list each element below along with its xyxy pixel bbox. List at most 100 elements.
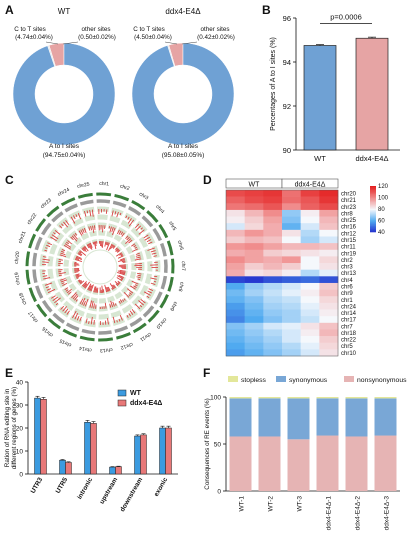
heatmap-cell-23-5 [319,342,339,350]
circos-ring-2-12 [98,321,111,328]
circos-spike-22-3-1 [74,232,78,236]
circos-ring-5-3 [120,239,129,248]
heatmap-cell-17-2 [263,302,283,310]
circos-ring-5-1 [106,231,115,239]
panel-letter-e: E [5,366,14,380]
circos-spike-17-1-2 [76,274,82,278]
circos-spike-24-1-0 [86,210,89,214]
f-xtick-label-3: ddx4-E4Δ-1 [326,496,333,531]
circos-ring-2-14 [69,314,83,325]
heatmap-cell-6-1 [244,229,264,237]
circos-spike-8-2-0 [143,291,151,296]
e-bar-3-1 [115,466,122,475]
f-ytick-label-1: 50 [214,442,222,449]
heatmap-cell-12-2 [263,269,283,277]
heatmap-cell-18-3 [282,309,301,317]
circos-ring-3-9 [131,295,143,307]
panel-letter-b: B [262,3,271,17]
heatmap-cell-13-2 [263,276,283,284]
heatmap-cell-1-1 [244,196,264,204]
circos-spike-18-1-1 [58,272,66,275]
circos-spike-17-0-1 [62,282,68,287]
circos-spike-1-0-2 [104,241,107,247]
circos-spike-23-0-2 [86,244,90,249]
circos-ring-1-0 [96,199,111,204]
circos-spike-0-3-0 [105,209,108,214]
heatmap-cell-9-4 [300,249,320,257]
colorbar-step-6 [370,192,376,195]
e-bar-0-0 [34,397,41,475]
circos-spike-14-3-2 [87,283,92,291]
f-bar-2-0 [287,439,310,491]
circos-ring-0-7 [167,276,174,292]
circos-spike-22-0-1 [70,236,74,241]
heatmap-cell-2-2 [263,203,283,211]
heatmap-cell-4-5 [319,216,339,224]
e-legend-swatch-0 [117,389,127,397]
e-xtick-label-5: exonic [153,476,170,498]
circos-ring-5-7 [129,271,137,280]
circos-spike-10-3-0 [126,314,129,318]
circos-spike-11-0-2 [107,286,111,292]
heatmap-cell-22-3 [282,336,301,344]
colorbar-label-4: 40 [378,230,385,236]
circos-ring-1-8 [153,291,163,305]
circos-spike-9-2-1 [128,294,131,297]
f-bar-4-1 [345,398,368,437]
circos-ring-1-9 [142,305,155,318]
heatmap-cell-8-0 [226,243,245,251]
heatmap-row-label-10: chr2 [341,258,353,264]
circos-spike-20-2-1 [60,250,65,253]
circos-ring-6-22 [79,243,87,251]
heatmap-row-label-19: chr17 [341,318,357,324]
circos-spike-22-0-0 [59,225,63,229]
f-bar-1-0 [258,436,281,491]
circos-ring-2-7 [152,274,160,288]
f-legend-label-2: nonsynonymous [357,377,407,384]
heatmap-cell-13-5 [319,276,339,284]
circos-spike-14-0-0 [79,316,82,322]
circos-spike-1-3-1 [112,227,116,236]
heatmap-cell-8-1 [244,243,264,251]
circos-ring-5-21 [68,243,77,252]
circos-spike-24-3-1 [93,225,96,231]
circos-spike-15-0-1 [75,299,78,302]
f-ytick-label-0: 0 [217,489,221,496]
circos-spike-9-0-0 [140,298,146,304]
circos-spike-17-3-2 [75,273,80,276]
circos-spike-23-1-1 [80,229,84,235]
circos-spike-19-3-1 [58,258,64,261]
circos-ring-1-7 [160,275,168,290]
circos-spike-20-0-2 [74,259,83,262]
heatmap-cell-12-4 [300,269,320,277]
circos-spike-13-2-0 [88,321,90,324]
heatmap-cell-23-0 [226,342,245,350]
heatmap-cell-10-5 [319,256,339,264]
heatmap-cell-12-5 [319,269,339,277]
circos-ring-3-15 [63,300,75,311]
pie-leader-ct-1 [164,41,178,45]
heatmap-cell-10-1 [244,256,264,264]
panel-letter-c: C [5,173,14,187]
circos-spike-21-1-2 [78,252,83,256]
circos-ring-1-13 [81,328,96,335]
circos-ring-3-24 [84,214,96,222]
circos-spike-10-1-0 [129,310,134,316]
circos-spike-17-3-0 [44,282,53,286]
panel-letter-a: A [5,3,14,17]
f-bar-4-2 [345,397,368,399]
circos-spike-15-2-1 [72,293,78,300]
heatmap-cell-23-1 [244,342,264,350]
circos-ring-2-21 [47,227,59,240]
colorbar-label-3: 60 [378,219,385,225]
circos-spike-14-1-2 [89,285,93,292]
circos-spike-13-0-2 [96,287,99,293]
circos-ring-5-10 [114,291,123,300]
heatmap-cell-21-1 [244,329,264,337]
circos-spike-13-3-0 [85,318,88,324]
circos-spike-13-1-1 [93,303,95,309]
circos-spike-19-3-0 [42,256,47,258]
circos-spike-14-0-1 [84,298,89,307]
circos-core [82,249,118,285]
heatmap-cell-14-2 [263,282,283,290]
